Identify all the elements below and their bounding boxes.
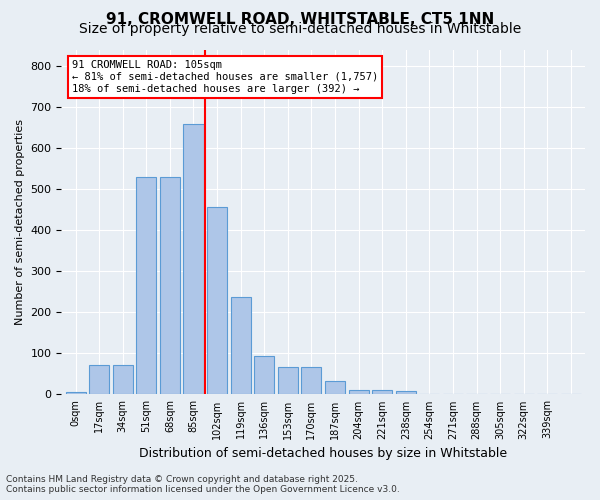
Bar (325, 382, 345, 394)
Bar (160, 177, 180, 394)
Bar (230, 297, 251, 394)
Bar (254, 356, 274, 395)
Text: Size of property relative to semi-detached houses in Whitstable: Size of property relative to semi-detach… (79, 22, 521, 36)
Text: 91 CROMWELL ROAD: 105sqm
← 81% of semi-detached houses are smaller (1,757)
18% o: 91 CROMWELL ROAD: 105sqm ← 81% of semi-d… (72, 60, 378, 94)
Y-axis label: Number of semi-detached properties: Number of semi-detached properties (15, 119, 25, 325)
Bar (184, 124, 203, 394)
Bar (349, 390, 368, 394)
Bar (65, 392, 86, 394)
Bar (396, 391, 416, 394)
Bar (113, 365, 133, 394)
Bar (136, 177, 157, 394)
X-axis label: Distribution of semi-detached houses by size in Whitstable: Distribution of semi-detached houses by … (139, 447, 507, 460)
Bar (278, 366, 298, 394)
Text: Contains HM Land Registry data © Crown copyright and database right 2025.
Contai: Contains HM Land Registry data © Crown c… (6, 474, 400, 494)
Bar (207, 206, 227, 394)
Bar (301, 366, 322, 394)
Bar (372, 390, 392, 394)
Text: 91, CROMWELL ROAD, WHITSTABLE, CT5 1NN: 91, CROMWELL ROAD, WHITSTABLE, CT5 1NN (106, 12, 494, 28)
Bar (89, 365, 109, 394)
